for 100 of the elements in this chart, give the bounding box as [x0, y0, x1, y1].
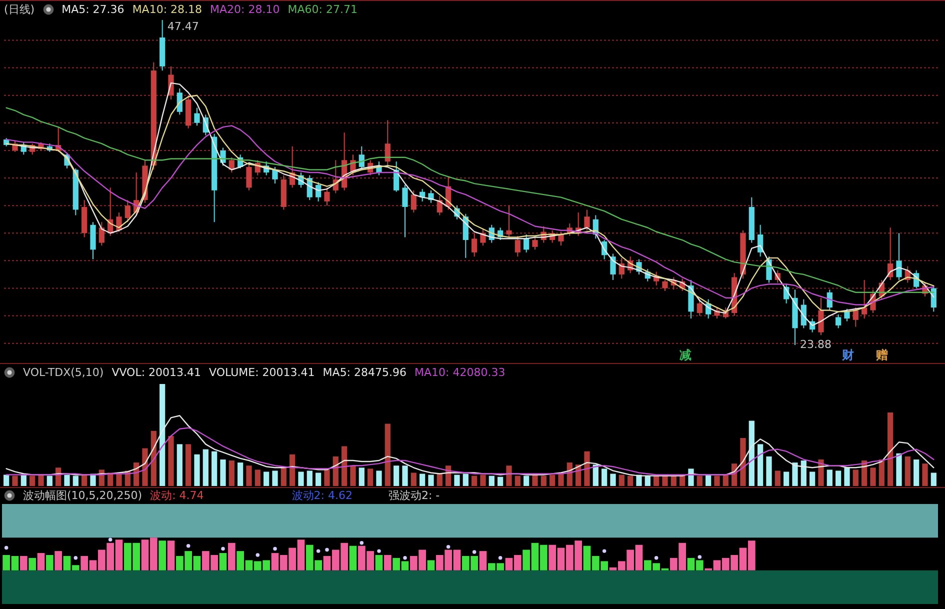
bar	[376, 470, 382, 486]
candlestick	[532, 236, 538, 250]
bar	[116, 474, 122, 486]
candlestick	[124, 200, 130, 223]
bar	[696, 476, 702, 486]
point	[472, 550, 476, 554]
bar	[375, 554, 383, 570]
bar	[30, 476, 36, 486]
candlestick	[514, 235, 520, 258]
bar	[766, 456, 772, 486]
bar	[784, 472, 790, 486]
bar	[670, 476, 676, 486]
text: MA5: 28475.96	[322, 366, 406, 379]
text: 财	[841, 348, 854, 362]
bar	[506, 466, 512, 486]
bar	[402, 466, 408, 486]
bar	[870, 468, 876, 486]
candlestick	[844, 308, 850, 322]
chart-title: (日线)	[4, 3, 35, 16]
bar	[368, 468, 374, 486]
bar	[54, 551, 62, 570]
bar	[264, 472, 270, 486]
bar	[142, 448, 148, 486]
chart-title: 波动幅图(10,5,20,250)	[23, 489, 142, 502]
bar	[800, 460, 806, 486]
point	[108, 538, 112, 542]
point	[360, 541, 364, 545]
bar	[472, 476, 478, 486]
point	[446, 544, 450, 549]
point	[256, 553, 260, 557]
bar	[722, 474, 728, 486]
bar	[427, 560, 435, 570]
bar	[420, 474, 426, 486]
candlestick	[584, 209, 590, 231]
point	[221, 546, 225, 551]
bar	[480, 474, 486, 486]
candlestick	[246, 162, 252, 191]
bar	[904, 456, 910, 486]
candlestick	[410, 190, 416, 213]
bar	[748, 420, 754, 486]
bar	[228, 542, 236, 570]
candlestick	[610, 253, 616, 280]
point	[698, 555, 702, 559]
bar	[914, 459, 920, 486]
bar	[20, 556, 28, 570]
bar	[238, 462, 244, 486]
text: VOLUME: 20013.41	[209, 366, 315, 379]
bar	[176, 444, 182, 486]
bar	[922, 464, 928, 486]
bar	[644, 476, 650, 486]
bar	[350, 466, 356, 486]
bar	[888, 412, 894, 486]
text: 波动: 4.74	[150, 489, 204, 502]
bar	[479, 551, 487, 570]
bar	[584, 451, 590, 486]
bar	[610, 474, 616, 486]
bar	[394, 466, 400, 486]
bar	[540, 476, 546, 486]
bar	[514, 476, 520, 486]
bar	[28, 558, 36, 570]
bar	[826, 470, 832, 486]
text: MA5: 27.36	[62, 3, 124, 16]
bar	[384, 554, 392, 570]
bar	[349, 546, 357, 570]
bar	[550, 474, 556, 486]
bar	[228, 460, 234, 486]
annotation: 23.88	[800, 338, 832, 351]
candlestick	[852, 307, 858, 328]
bar	[792, 462, 798, 486]
bar	[558, 474, 564, 486]
text: 波动2: 4.62	[292, 489, 352, 502]
point	[403, 556, 407, 560]
candlestick	[558, 231, 564, 246]
bar	[194, 454, 200, 486]
bar	[774, 470, 780, 486]
text: 强波动2: -	[388, 489, 440, 502]
bar	[654, 476, 660, 486]
candlestick	[696, 298, 702, 316]
text: MA10: 42080.33	[414, 366, 506, 379]
bar	[384, 424, 390, 486]
chart-title: VOL-TDX(5,10)	[23, 366, 104, 379]
bar	[37, 553, 45, 570]
bar	[706, 474, 712, 486]
bar	[306, 470, 312, 486]
bar	[524, 476, 530, 486]
bar	[592, 464, 598, 486]
point	[325, 548, 329, 552]
bar	[428, 474, 434, 486]
bar	[602, 468, 608, 486]
bar	[818, 459, 824, 486]
bar	[246, 466, 252, 486]
candlestick	[662, 279, 668, 292]
bar	[186, 444, 192, 486]
bar	[714, 476, 720, 486]
annotation: 47.47	[167, 20, 199, 33]
bar	[160, 384, 166, 486]
bar	[740, 438, 746, 486]
bar	[158, 540, 166, 570]
bar	[342, 446, 348, 486]
point	[316, 549, 320, 553]
